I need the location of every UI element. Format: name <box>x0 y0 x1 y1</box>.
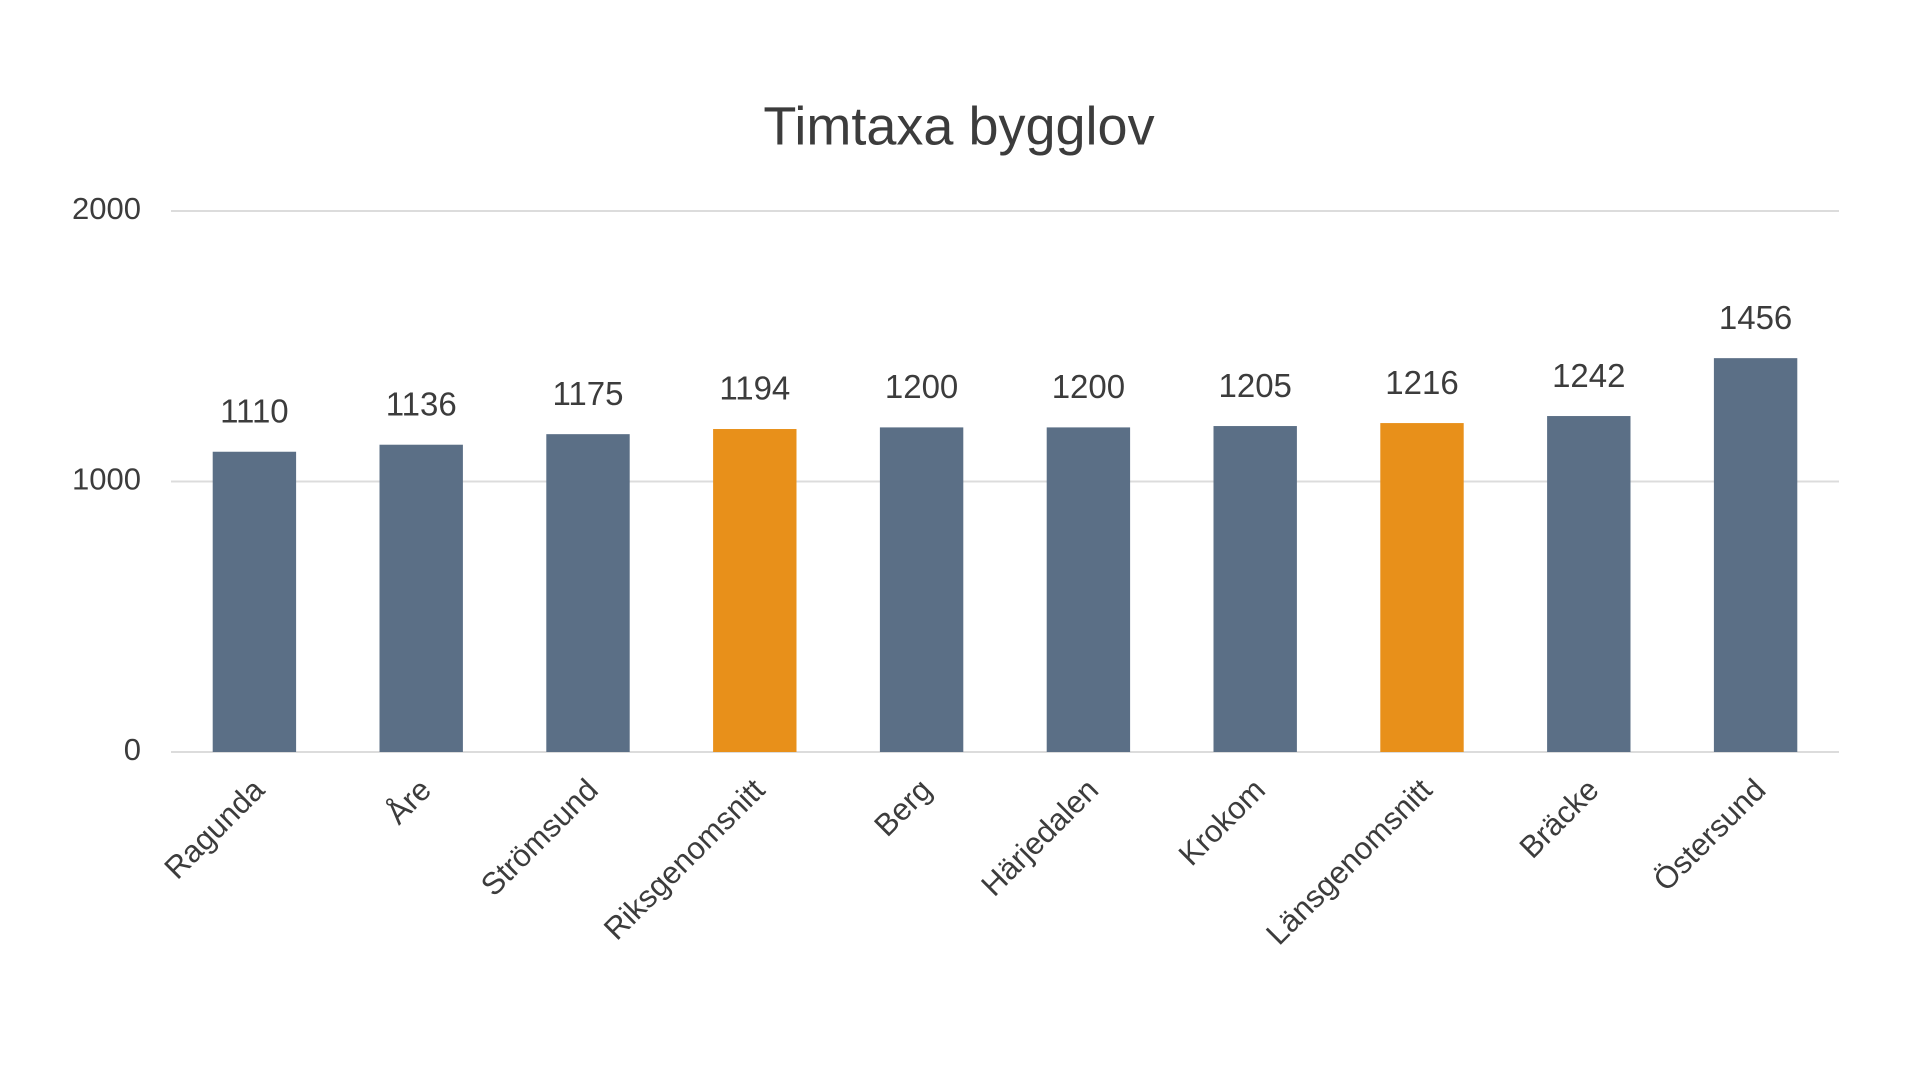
value-label: 1456 <box>1719 299 1792 336</box>
value-label: 1110 <box>220 392 289 429</box>
bar <box>1046 427 1131 752</box>
bar <box>1713 358 1798 752</box>
x-tick-label: Ragunda <box>157 771 271 885</box>
bar <box>212 451 297 752</box>
value-label: 1175 <box>553 375 624 412</box>
y-tick-label: 0 <box>124 732 141 767</box>
bar <box>546 434 630 752</box>
value-label: 1200 <box>885 368 958 405</box>
value-label: 1205 <box>1218 367 1291 404</box>
x-tick-label: Bräcke <box>1513 772 1606 865</box>
value-label: 1242 <box>1552 357 1625 394</box>
value-label: 1194 <box>719 370 790 407</box>
x-tick-label: Östersund <box>1646 772 1772 898</box>
x-tick-label: Riksgenomsnitt <box>597 772 772 947</box>
bar <box>1547 416 1631 752</box>
bar <box>879 427 964 752</box>
y-tick-label: 2000 <box>72 191 141 226</box>
y-tick-label: 1000 <box>72 462 141 497</box>
x-tick-label: Härjedalen <box>974 772 1105 903</box>
bar <box>713 429 797 752</box>
x-tick-label: Berg <box>867 772 938 843</box>
bar <box>1213 426 1297 752</box>
value-label: 1200 <box>1052 368 1125 405</box>
bar <box>379 444 463 752</box>
x-tick-label: Krokom <box>1172 772 1272 872</box>
value-label: 1136 <box>386 385 457 422</box>
bar <box>1380 423 1464 752</box>
x-tick-label: Åre <box>379 772 438 831</box>
chart-title: Timtaxa bygglov <box>763 96 1154 156</box>
x-tick-label: Strömsund <box>474 772 605 903</box>
x-tick-label: Länsgenomsnitt <box>1259 772 1439 952</box>
value-label: 1216 <box>1385 364 1458 401</box>
